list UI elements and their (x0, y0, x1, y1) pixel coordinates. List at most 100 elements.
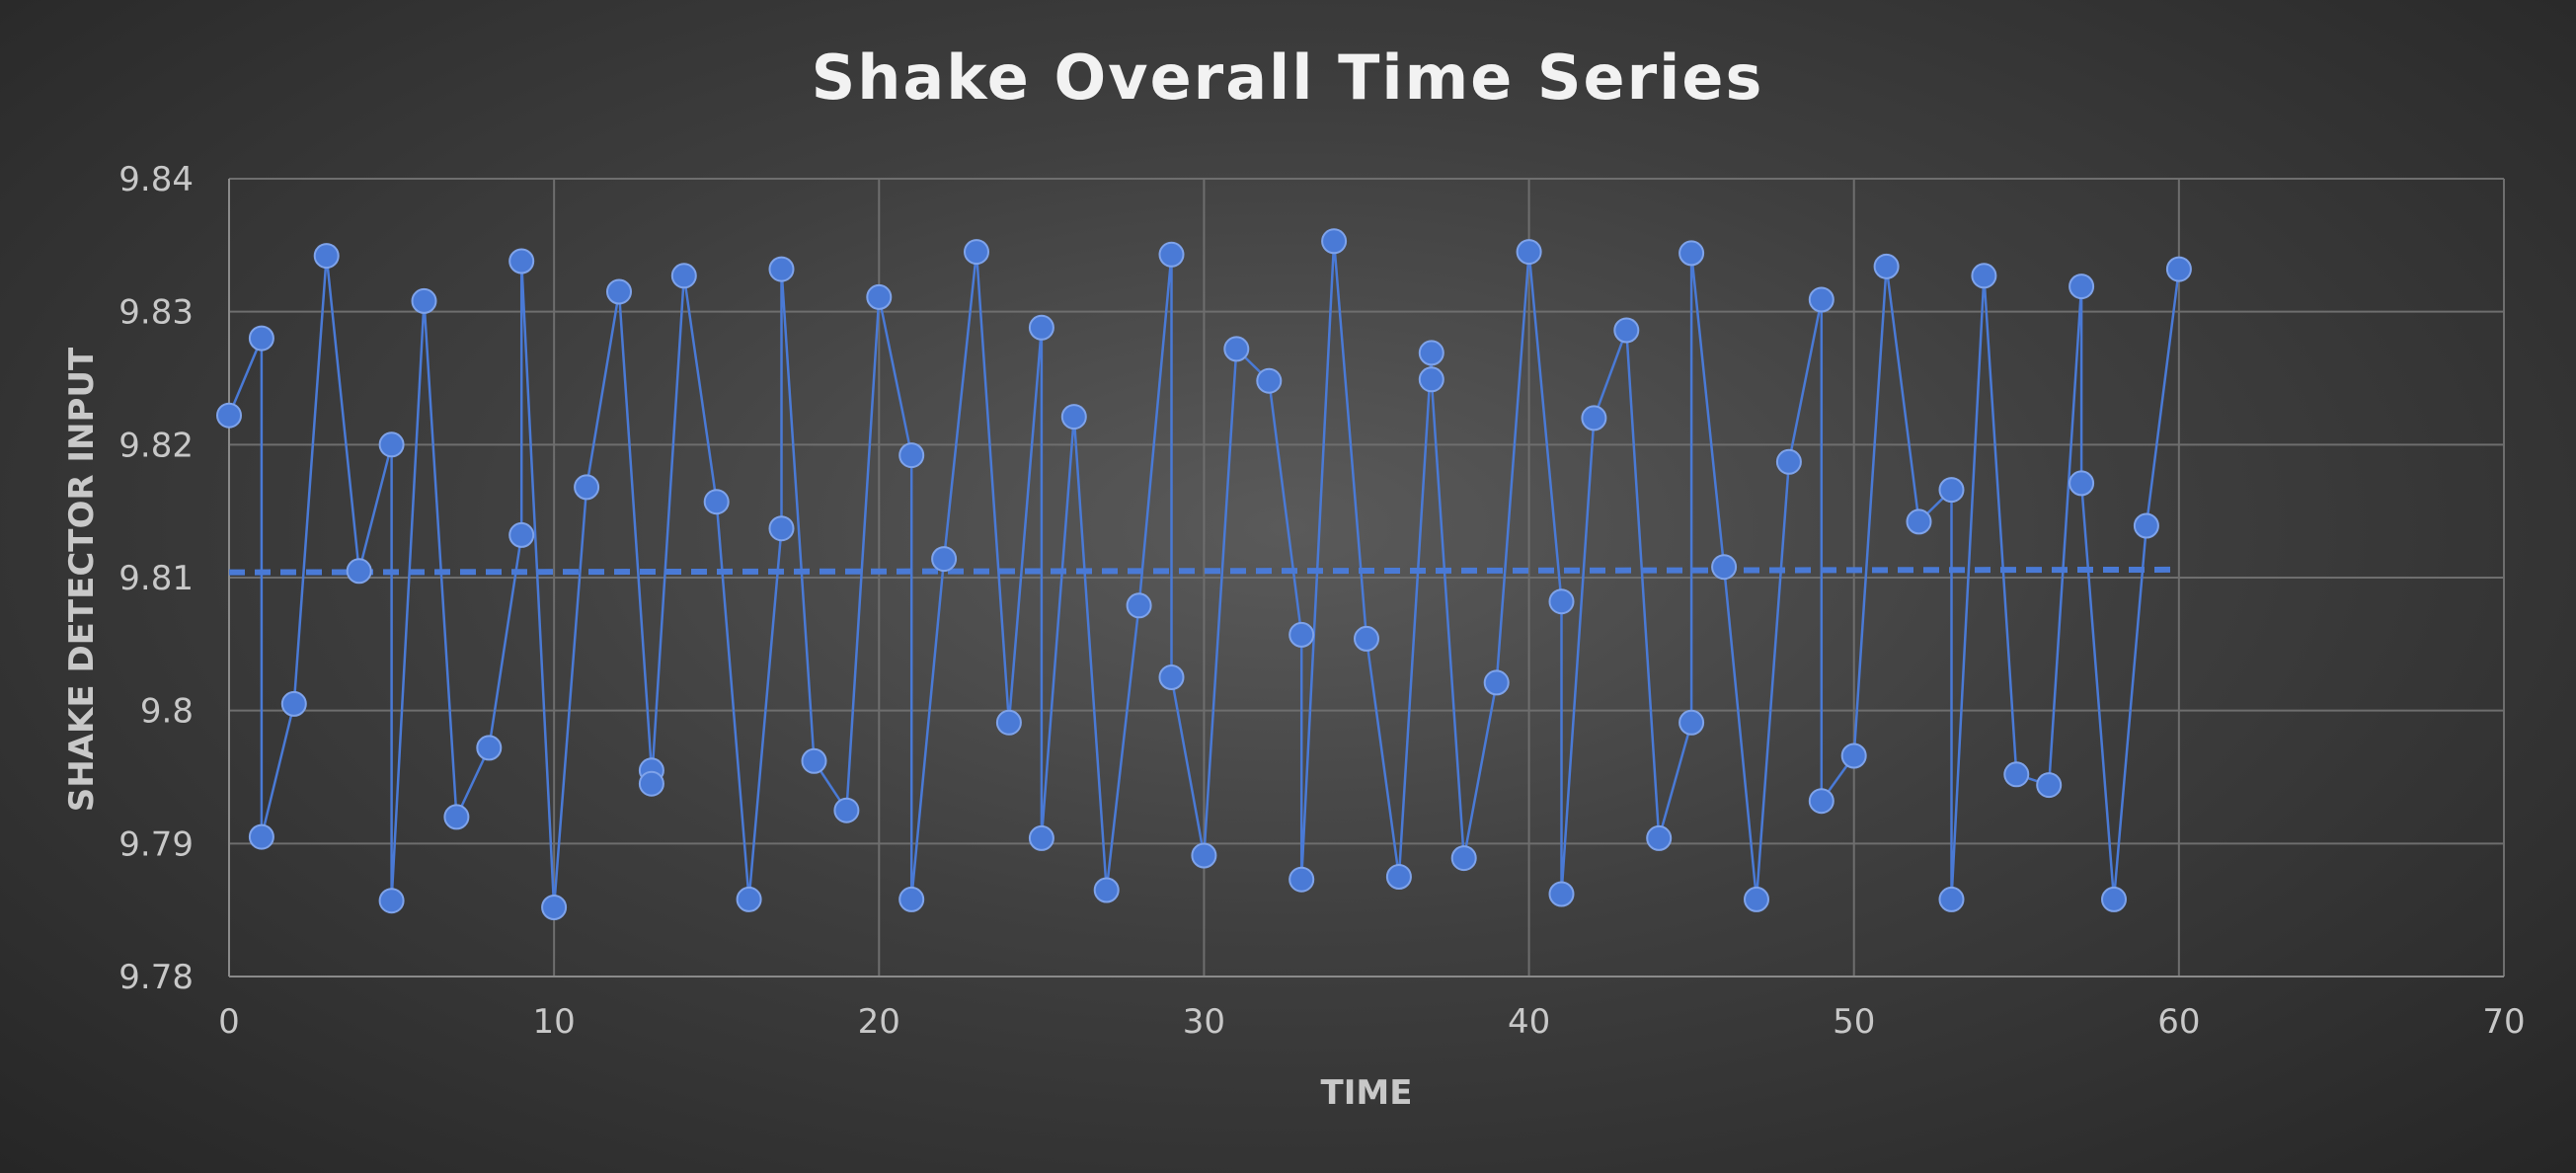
x-tick-label: 30 (1183, 1002, 1225, 1042)
y-tick-label: 9.79 (118, 824, 194, 864)
data-point-marker (1613, 317, 1640, 344)
x-tick-label: 40 (1508, 1002, 1550, 1042)
data-point-marker (1418, 366, 1444, 393)
data-point-marker (638, 770, 664, 797)
data-point-marker (1158, 665, 1185, 690)
y-tick-label: 9.84 (118, 160, 194, 199)
y-tick-label: 9.81 (118, 559, 194, 598)
data-point-marker (1450, 845, 1477, 872)
data-point-marker (313, 243, 340, 270)
data-point-marker (378, 431, 405, 458)
data-point-marker (1093, 877, 1120, 903)
x-tick-label: 60 (2157, 1002, 2200, 1042)
data-point-marker (2101, 886, 2127, 912)
y-tick-label: 9.83 (118, 293, 194, 333)
data-point-marker (703, 489, 730, 515)
data-point-marker (768, 515, 795, 542)
data-point-marker (411, 287, 437, 314)
data-point-marker (964, 239, 989, 266)
data-point-marker (2069, 274, 2095, 300)
data-point-marker (1873, 253, 1900, 279)
data-point-marker (1711, 554, 1738, 581)
data-point-marker (1581, 405, 1607, 431)
y-axis-tick-labels: 9.78 9.79 9.8 9.81 9.82 9.83 9.84 (118, 160, 194, 997)
x-tick-label: 10 (533, 1002, 576, 1042)
axes (228, 179, 2504, 978)
data-point-marker (2165, 256, 2192, 282)
data-point-marker (670, 263, 697, 289)
data-point-marker (1028, 314, 1054, 341)
data-point-marker (2036, 772, 2063, 799)
x-axis-tick-labels: 0 10 20 30 40 50 60 70 (218, 1002, 2525, 1042)
data-point-marker (606, 278, 632, 305)
data-point-marker (1354, 625, 1379, 652)
data-point-marker (1808, 788, 1834, 815)
gridlines (229, 178, 2505, 977)
data-point-marker (1223, 336, 1250, 362)
data-point-marker (2003, 761, 2030, 788)
data-point-marker (541, 895, 568, 920)
data-point-marker (1288, 866, 1315, 893)
data-point-marker (508, 248, 535, 274)
y-axis-title: SHAKE DETECTOR INPUT (62, 347, 102, 812)
data-point-marker (801, 747, 827, 774)
data-point-marker (1418, 340, 1444, 366)
data-point-marker (1288, 621, 1315, 648)
y-tick-label: 9.82 (118, 426, 194, 465)
data-point-marker (1516, 239, 1542, 266)
series-line (227, 241, 2181, 908)
data-point-marker (995, 709, 1022, 736)
data-point-marker (2069, 470, 2095, 497)
x-axis-title: TIME (1321, 1073, 1413, 1113)
data-point-marker (508, 521, 535, 548)
data-point-marker (1321, 228, 1348, 255)
data-point-marker (768, 256, 795, 282)
data-point-marker (346, 558, 372, 585)
data-point-marker (378, 888, 405, 914)
data-point-marker (1126, 592, 1152, 619)
data-point-marker (1646, 824, 1673, 851)
data-point-marker (1775, 448, 1802, 475)
data-point-marker (833, 797, 860, 823)
data-point-marker (866, 283, 893, 310)
data-point-marker (1385, 864, 1412, 890)
data-point-marker (1678, 709, 1705, 736)
chart-title: Shake Overall Time Series (812, 41, 1764, 114)
data-point-marker (1191, 842, 1217, 869)
data-point-marker (736, 886, 762, 912)
x-tick-label: 20 (858, 1002, 900, 1042)
trendline-layer (228, 566, 2179, 576)
x-tick-label: 70 (2482, 1002, 2525, 1042)
series-layer (216, 228, 2192, 920)
data-point-marker (1678, 240, 1705, 267)
data-point-marker (1158, 241, 1185, 268)
data-point-marker (1971, 263, 1997, 289)
data-point-marker (1060, 404, 1087, 430)
data-point-marker (931, 546, 958, 573)
data-point-marker (248, 325, 274, 352)
data-point-marker (2133, 512, 2159, 539)
data-point-marker (1744, 886, 1769, 912)
data-point-marker (898, 442, 925, 469)
data-point-marker (1548, 588, 1575, 615)
data-point-marker (1808, 286, 1834, 313)
y-tick-label: 9.8 (140, 692, 194, 732)
data-point-marker (1256, 367, 1283, 394)
data-point-marker (1938, 477, 1965, 504)
data-point-marker (476, 735, 503, 761)
data-point-marker (574, 474, 600, 501)
data-point-marker (1548, 881, 1575, 907)
data-point-marker (248, 823, 274, 850)
data-point-marker (898, 886, 925, 912)
x-tick-label: 0 (218, 1002, 240, 1042)
data-point-marker (443, 804, 470, 830)
data-point-marker (1938, 886, 1965, 912)
y-tick-label: 9.78 (118, 958, 194, 997)
trendline (228, 566, 2179, 576)
data-point-marker (1840, 743, 1867, 769)
data-point-marker (216, 402, 242, 429)
data-point-marker (280, 690, 307, 717)
x-tick-label: 50 (1833, 1002, 1875, 1042)
